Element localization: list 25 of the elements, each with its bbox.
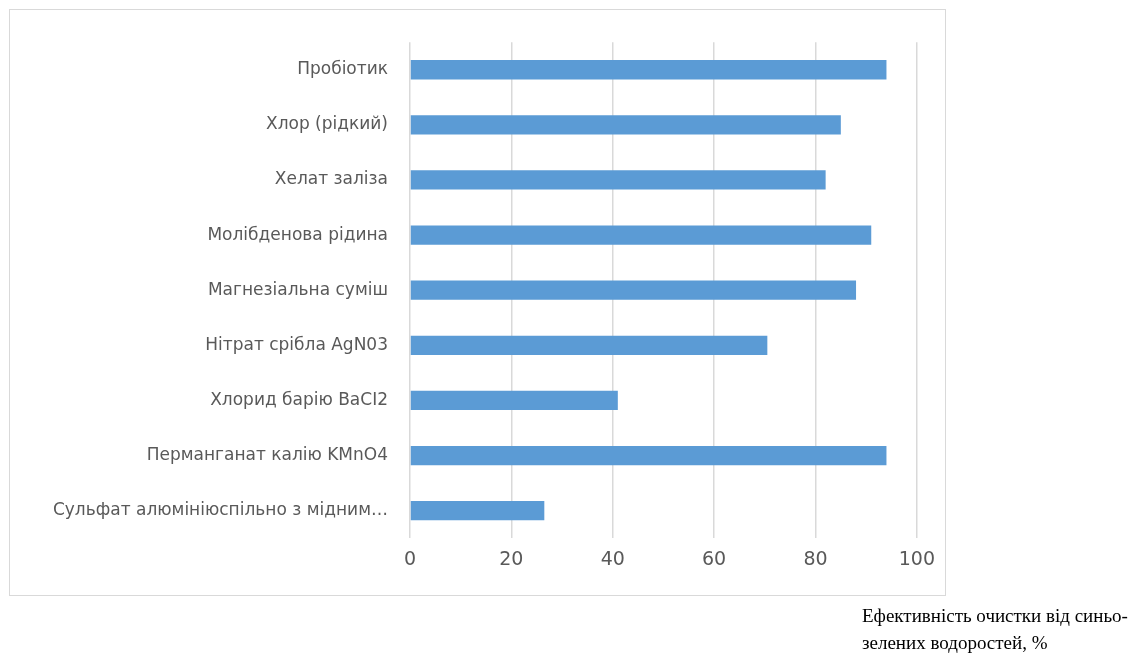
bar (410, 445, 887, 466)
x-tick-label: 60 (702, 546, 727, 569)
bar (410, 335, 768, 355)
y-tick-label: Нітрат срібла AgN03 (205, 333, 388, 354)
x-tick-label: 80 (803, 546, 828, 569)
bar (410, 280, 857, 300)
y-tick-label: Хлорид барію BaCI2 (210, 388, 388, 409)
y-tick-label: Молібденова рідина (207, 223, 388, 244)
x-tick-label: 20 (499, 546, 524, 569)
bar (410, 390, 618, 411)
x-tick-label: 100 (898, 546, 935, 569)
x-tick-label: 0 (403, 546, 417, 569)
x-axis-title: Ефективність очистки від синьо-зелених водоростей, % (862, 604, 1128, 655)
bar (410, 60, 887, 80)
bar (410, 115, 841, 135)
y-tick-label: Хелат заліза (274, 168, 388, 189)
y-tick-label: Сульфат алюмініюспільно з мідним… (52, 499, 388, 520)
y-tick-label: Магнезіальна суміш (207, 278, 388, 299)
y-tick-label: Хлор (рідкий) (265, 113, 388, 134)
bar (410, 501, 545, 521)
y-tick-label: Перманганат калію KMnO4 (146, 443, 388, 464)
bar (410, 225, 872, 245)
x-tick-label: 40 (600, 546, 625, 569)
bar (410, 170, 826, 190)
y-tick-label: Пробіотик (297, 58, 388, 79)
